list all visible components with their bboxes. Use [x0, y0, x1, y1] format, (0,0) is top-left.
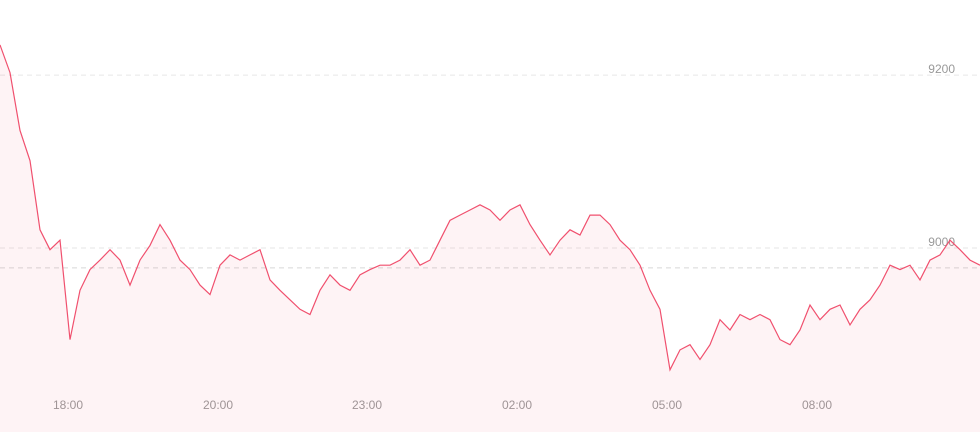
x-tick-label: 08:00 — [802, 398, 832, 412]
x-tick-label: 18:00 — [53, 398, 83, 412]
x-tick-label: 23:00 — [352, 398, 382, 412]
y-tick-label: 9000 — [928, 235, 955, 249]
x-tick-label: 05:00 — [652, 398, 682, 412]
price-line — [0, 44, 980, 372]
area-fill — [0, 44, 980, 432]
y-tick-label: 9200 — [928, 62, 955, 76]
x-tick-label: 02:00 — [502, 398, 532, 412]
x-tick-label: 20:00 — [203, 398, 233, 412]
